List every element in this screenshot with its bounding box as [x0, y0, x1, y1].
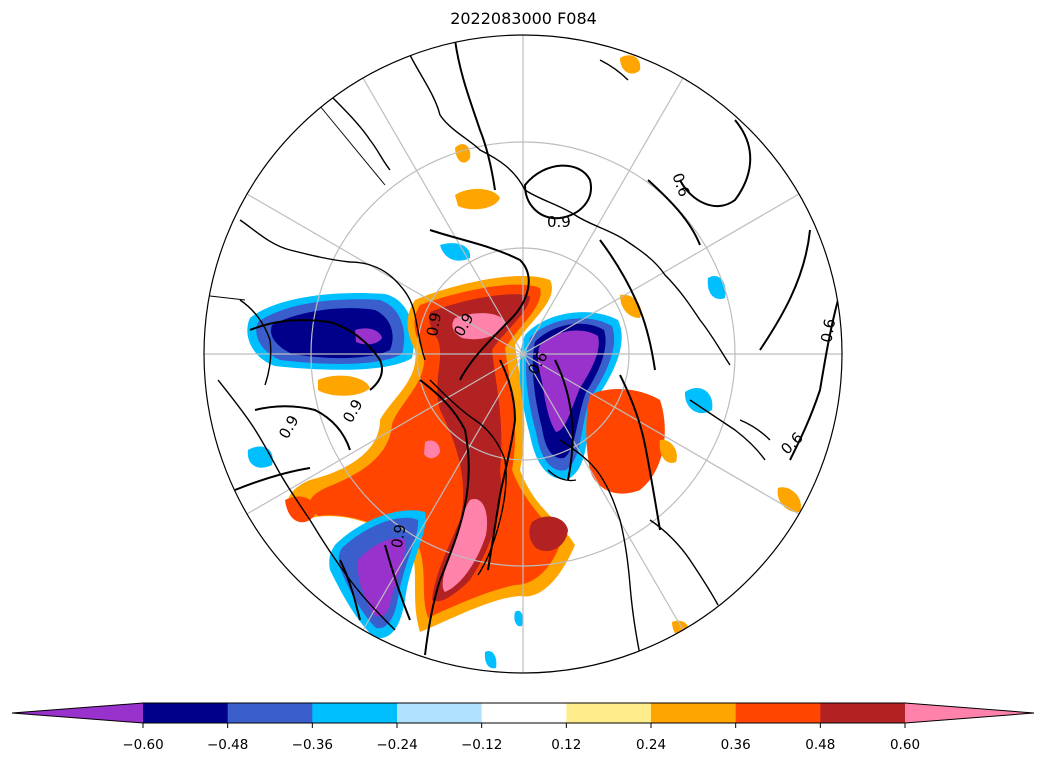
positive-anomaly-band-peak [442, 499, 488, 592]
colorbar-tick-labels: −0.60 −0.48 −0.36 −0.24 −0.12 0.12 0.24 0.36 0.4… [122, 737, 920, 753]
colorbar-bin [481, 703, 567, 723]
positive-anomaly-south-spot [529, 516, 568, 552]
positive-anomaly-patch [455, 144, 471, 163]
colorbar-ticks [142, 723, 906, 728]
negative-anomaly-patch [684, 388, 713, 414]
positive-anomaly-patch [586, 388, 665, 494]
colorbar-bin [143, 703, 229, 723]
colorbar-bin [397, 703, 483, 723]
positive-anomaly-patch [659, 439, 677, 463]
contour-label: 0.6 [817, 317, 839, 344]
country-borders [209, 99, 386, 301]
colorbar-bin [905, 703, 1034, 723]
colorbar-bin [312, 703, 398, 723]
map-title: 2022083000 F084 [450, 9, 597, 28]
colorbar-tick-label: −0.36 [292, 737, 333, 753]
colorbar-bin [735, 703, 821, 723]
positive-anomaly-patch [620, 55, 641, 74]
colorbar-tick-label: −0.60 [122, 737, 163, 753]
colorbar-tick-label: −0.12 [461, 737, 502, 753]
colorbar-bin [566, 703, 652, 723]
shading-layer [247, 55, 801, 669]
colorbar-tick-label: −0.48 [207, 737, 248, 753]
positive-anomaly-patch [455, 188, 500, 210]
colorbar-tick-label: 0.36 [721, 737, 751, 753]
positive-anomaly-patch [318, 375, 370, 396]
contour-label: 0.9 [547, 213, 571, 231]
positive-anomaly-patch [777, 487, 801, 513]
contour-lines [234, 39, 839, 656]
negative-anomaly-southwest-core [357, 538, 406, 617]
positive-anomaly-central-peak [452, 313, 505, 340]
negative-anomaly-patch [247, 446, 273, 468]
colorbar-bin [227, 703, 313, 723]
colorbar-bins [11, 702, 1035, 724]
colorbar-tick-label: 0.12 [551, 737, 581, 753]
negative-anomaly-patch [440, 243, 471, 261]
negative-anomaly-patch [707, 276, 726, 300]
positive-anomaly-central-high [429, 294, 530, 602]
colorbar-bin [820, 703, 906, 723]
map-boundary [203, 34, 843, 674]
colorbar-bin [12, 703, 143, 723]
contour-label: 0.9 [423, 311, 445, 338]
contour-label: 0.9 [388, 523, 410, 550]
colorbar-tick-label: 0.24 [636, 737, 666, 753]
negative-anomaly-patch [514, 610, 523, 627]
coastlines [217, 54, 771, 656]
negative-anomaly-patch [484, 650, 497, 669]
colorbar-tick-label: 0.60 [890, 737, 920, 753]
polar-map: 0.9 0.6 0.9 0.6 0.6 0.9 0.6 0.9 0.9 0.9 [203, 34, 843, 674]
colorbar-bin [651, 703, 737, 723]
graticule [204, 35, 842, 673]
colorbar-tick-label: 0.48 [805, 737, 835, 753]
positive-anomaly-spot [424, 440, 440, 459]
colorbar-tick-label: −0.24 [376, 737, 417, 753]
